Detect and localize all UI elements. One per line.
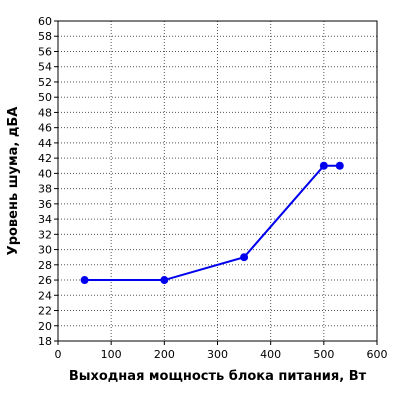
x-axis-label: Выходная мощность блока питания, Вт <box>69 369 367 384</box>
series-line <box>84 164 340 282</box>
y-tick-label: 40 <box>38 167 52 180</box>
x-tick-label: 400 <box>260 348 281 361</box>
data-point <box>335 161 344 170</box>
data-point <box>240 253 249 262</box>
y-tick-label: 24 <box>38 289 52 302</box>
data-point <box>80 276 89 285</box>
y-axis-ticks: 18 20 22 24 26 28 30 32 34 36 38 40 42 44 46 48 50 52 54 56… <box>38 15 58 348</box>
data-point <box>319 161 328 170</box>
y-tick-label: 52 <box>38 76 52 89</box>
x-tick-label: 100 <box>101 348 122 361</box>
x-tick-label: 300 <box>207 348 228 361</box>
y-tick-label: 56 <box>38 45 52 58</box>
y-tick-label: 44 <box>38 137 52 150</box>
y-tick-label: 48 <box>38 106 52 119</box>
y-tick-label: 42 <box>38 152 52 165</box>
y-tick-label: 26 <box>38 274 52 287</box>
y-tick-label: 58 <box>38 30 52 43</box>
series-layer <box>80 161 344 285</box>
y-tick-label: 32 <box>38 228 52 241</box>
y-tick-label: 60 <box>38 15 52 28</box>
y-tick-label: 20 <box>38 320 52 333</box>
y-tick-label: 30 <box>38 244 52 257</box>
y-tick-label: 38 <box>38 183 52 196</box>
y-axis-label: Уровень шума, дБА <box>6 107 21 256</box>
data-point <box>160 276 169 285</box>
grid-lines <box>57 20 378 342</box>
x-tick-label: 600 <box>367 348 388 361</box>
y-tick-label: 46 <box>38 122 52 135</box>
x-tick-label: 0 <box>55 348 62 361</box>
y-tick-label: 28 <box>38 259 52 272</box>
y-tick-label: 50 <box>38 91 52 104</box>
x-tick-label: 200 <box>154 348 175 361</box>
x-tick-label: 500 <box>313 348 334 361</box>
y-tick-label: 34 <box>38 213 52 226</box>
y-tick-label: 18 <box>38 335 52 348</box>
x-axis-ticks: 0 100 200 300 400 500 600 <box>55 341 388 361</box>
y-tick-label: 54 <box>38 61 52 74</box>
y-tick-label: 22 <box>38 305 52 318</box>
y-tick-label: 36 <box>38 198 52 211</box>
